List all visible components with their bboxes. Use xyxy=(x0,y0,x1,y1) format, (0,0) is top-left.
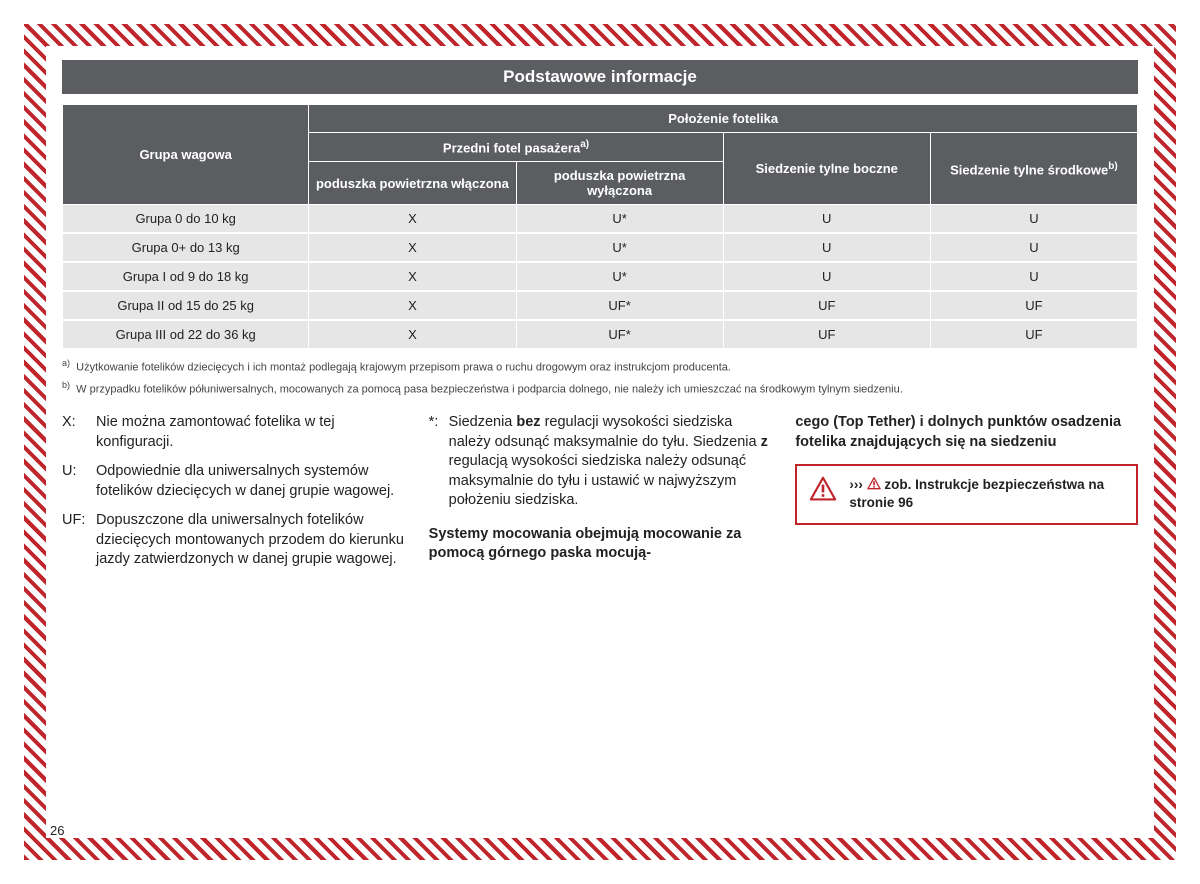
t-bold: bez xyxy=(516,414,540,430)
cell-group: Grupa 0+ do 13 kg xyxy=(63,233,309,262)
warning-message: zob. Instrukcje bezpieczeństwa na stroni… xyxy=(849,477,1104,510)
label: Przedni fotel pasażera xyxy=(443,140,580,155)
col-header-position: Położenie fotelika xyxy=(309,105,1138,133)
cell: U xyxy=(930,262,1137,291)
table-row: Grupa I od 9 do 18 kg X U* U U xyxy=(63,262,1138,291)
cell: U xyxy=(930,205,1137,234)
page-number: 26 xyxy=(50,823,64,838)
cell: X xyxy=(309,262,516,291)
col2-continuation: Systemy mocowania obejmują mocowa­nie za… xyxy=(429,525,772,564)
table-row: Grupa II od 15 do 25 kg X UF* UF UF xyxy=(63,291,1138,320)
safety-warning-box: ››› zob. Instrukcje bezpieczeństwa na st… xyxy=(795,464,1138,524)
seat-compatibility-table: Grupa wagowa Położenie fotelika Przedni … xyxy=(62,104,1138,350)
cell: U xyxy=(930,233,1137,262)
def-text: Odpowiednie dla uniwersalnych syste­mów … xyxy=(96,462,405,501)
cell: U* xyxy=(516,233,723,262)
cell: U* xyxy=(516,262,723,291)
col-header-airbag-on: poduszka powietrzna włączona xyxy=(309,162,516,205)
table-row: Grupa 0+ do 13 kg X U* U U xyxy=(63,233,1138,262)
cell: U xyxy=(723,205,930,234)
sup: b) xyxy=(1108,161,1117,172)
cell: X xyxy=(309,205,516,234)
def-text: Siedzenia bez regulacji wysokości sie­dz… xyxy=(449,413,772,511)
col-header-front: Przedni fotel pasażeraa) xyxy=(309,133,723,162)
cell-group: Grupa III od 22 do 36 kg xyxy=(63,320,309,349)
warning-text: ››› zob. Instrukcje bezpieczeństwa na st… xyxy=(849,476,1124,512)
cell: U xyxy=(723,233,930,262)
definition-uf: UF: Dopuszczone dla uniwersalnych foteli… xyxy=(62,511,405,570)
def-key: U: xyxy=(62,462,96,501)
cell: U xyxy=(723,262,930,291)
cell: UF xyxy=(723,320,930,349)
cell: X xyxy=(309,233,516,262)
cell: UF xyxy=(930,291,1137,320)
col-header-rear-mid: Siedzenie tylne środko­web) xyxy=(930,133,1137,205)
cell: UF* xyxy=(516,291,723,320)
footnote-b: b) W przypadku fotelików półuniwersalnyc… xyxy=(62,378,1138,399)
table-row: Grupa III od 22 do 36 kg X UF* UF UF xyxy=(63,320,1138,349)
table-body: Grupa 0 do 10 kg X U* U U Grupa 0+ do 13… xyxy=(63,205,1138,350)
def-key: *: xyxy=(429,413,449,511)
column-1: X: Nie można zamontować fotelika w tej k… xyxy=(62,413,405,580)
cell: X xyxy=(309,320,516,349)
cell: UF xyxy=(723,291,930,320)
cell-group: Grupa 0 do 10 kg xyxy=(63,205,309,234)
sup: b) xyxy=(62,380,70,390)
t: regulacją wyso­kości siedziska należy od… xyxy=(449,453,746,508)
inline-triangle-icon xyxy=(867,477,885,492)
col-header-rear-side: Siedzenie tylne boczne xyxy=(723,133,930,205)
text: W przypadku fotelików półuniwersalnych, … xyxy=(76,383,903,395)
warning-triangle-icon xyxy=(809,476,837,502)
cell: U* xyxy=(516,205,723,234)
column-3: cego (Top Tether) i dolnych punktów osad… xyxy=(795,413,1138,580)
col-header-airbag-off: poduszka powietrzna wyłączona xyxy=(516,162,723,205)
cell: X xyxy=(309,291,516,320)
t-bold: z xyxy=(761,434,768,450)
definition-x: X: Nie można zamontować fotelika w tej k… xyxy=(62,413,405,452)
def-key: UF: xyxy=(62,511,96,570)
col-header-group: Grupa wagowa xyxy=(63,105,309,205)
definition-star: *: Siedzenia bez regulacji wysokości sie… xyxy=(429,413,772,511)
cell-group: Grupa I od 9 do 18 kg xyxy=(63,262,309,291)
def-key: X: xyxy=(62,413,96,452)
col3-continuation: cego (Top Tether) i dolnych punktów osad… xyxy=(795,413,1138,452)
sup: a) xyxy=(580,139,589,150)
table-footnotes: a) Użytkowanie fotelików dziecięcych i i… xyxy=(62,356,1138,399)
table-row: Grupa 0 do 10 kg X U* U U xyxy=(63,205,1138,234)
body-columns: X: Nie można zamontować fotelika w tej k… xyxy=(62,413,1138,580)
sup: a) xyxy=(62,358,70,368)
column-2: *: Siedzenia bez regulacji wysokości sie… xyxy=(429,413,772,580)
page-title: Podstawowe informacje xyxy=(62,60,1138,94)
def-text: Dopuszczone dla uniwersalnych foteli­ków… xyxy=(96,511,405,570)
label: Siedzenie tylne środko­we xyxy=(950,162,1108,177)
def-text: Nie można zamontować fotelika w tej konf… xyxy=(96,413,405,452)
cell-group: Grupa II od 15 do 25 kg xyxy=(63,291,309,320)
footnote-a: a) Użytkowanie fotelików dziecięcych i i… xyxy=(62,356,1138,377)
arrows: ››› xyxy=(849,477,863,492)
cell: UF xyxy=(930,320,1137,349)
t: Siedzenia xyxy=(449,414,517,430)
cell: UF* xyxy=(516,320,723,349)
text: Użytkowanie fotelików dziecięcych i ich … xyxy=(76,362,731,374)
definition-u: U: Odpowiednie dla uniwersalnych syste­m… xyxy=(62,462,405,501)
